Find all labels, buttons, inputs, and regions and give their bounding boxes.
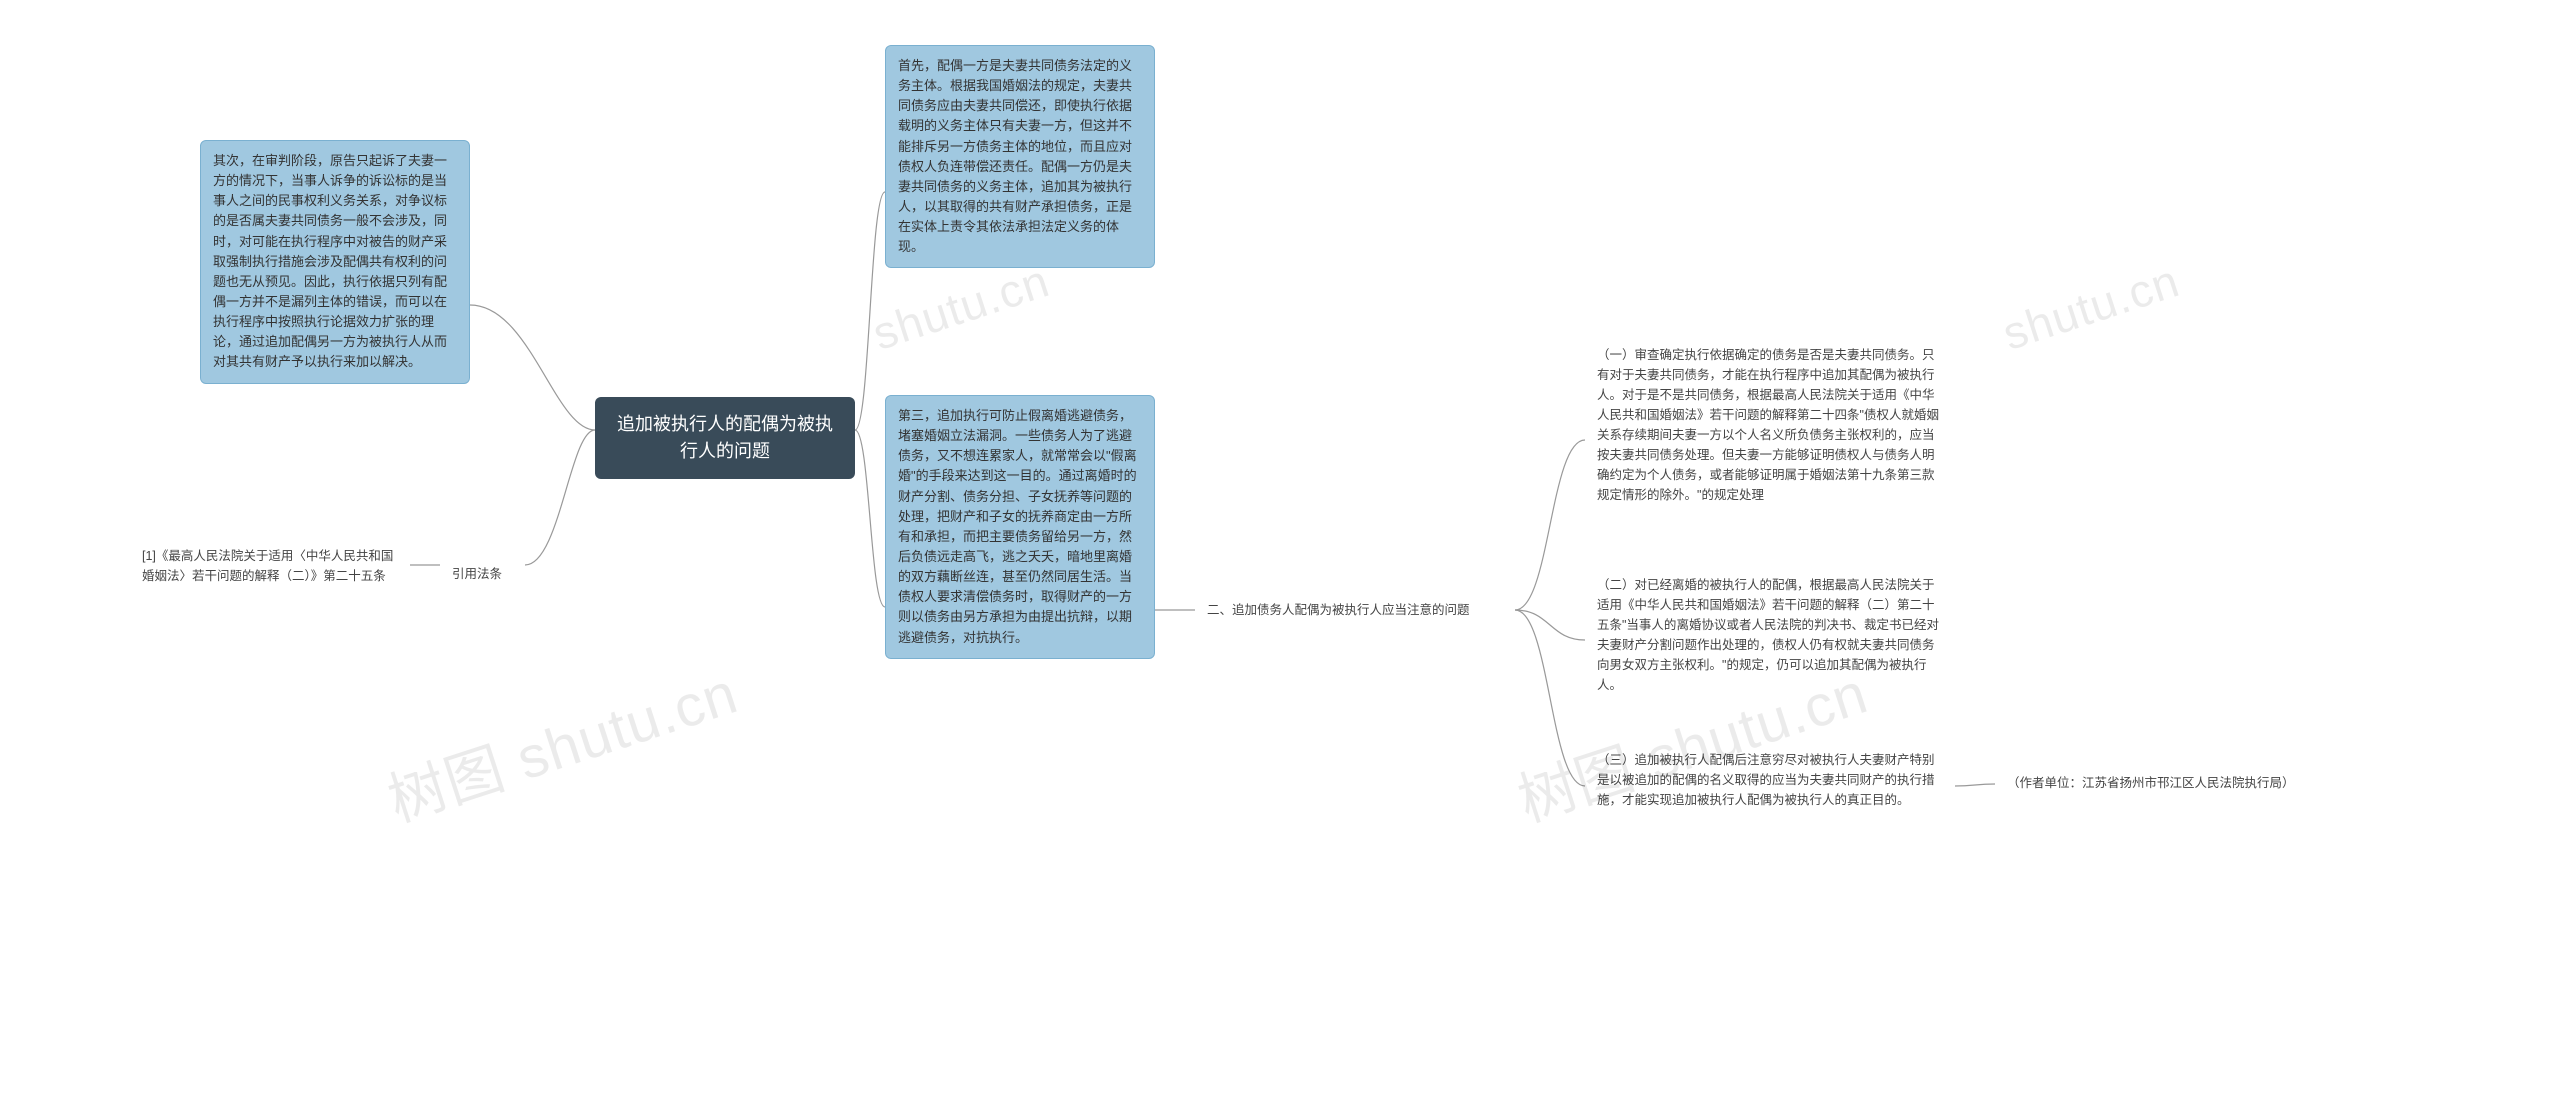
node-right-mid: 二、追加债务人配偶为被执行人应当注意的问题 [1195,590,1515,630]
central-node: 追加被执行人的配偶为被执行人的问题 [595,397,855,479]
node-right-block2: 第三，追加执行可防止假离婚逃避债务，堵塞婚姻立法漏洞。一些债务人为了逃避债务，又… [885,395,1155,659]
node-citation-label: 引用法条 [440,554,525,594]
watermark: 树图 shutu.cn [376,646,747,838]
watermark: shutu.cn [1996,253,2186,361]
node-far3: （三）追加被执行人配偶后注意穷尽对被执行人夫妻财产特别是以被追加的配偶的名义取得… [1585,740,1955,820]
watermark: shutu.cn [866,253,1056,361]
node-left-top: 其次，在审判阶段，原告只起诉了夫妻一方的情况下，当事人诉争的诉讼标的是当事人之间… [200,140,470,384]
node-far1: （一）审查确定执行依据确定的债务是否是夫妻共同债务。只有对于夫妻共同债务，才能在… [1585,335,1955,515]
node-citation-text: [1]《最高人民法院关于适用〈中华人民共和国婚姻法〉若干问题的解释（二）》第二十… [130,536,410,596]
node-far2: （二）对已经离婚的被执行人的配偶，根据最高人民法院关于适用《中华人民共和国婚姻法… [1585,565,1955,705]
node-author: （作者单位：江苏省扬州市邗江区人民法院执行局） [1995,763,2315,803]
node-right-block1: 首先，配偶一方是夫妻共同债务法定的义务主体。根据我国婚姻法的规定，夫妻共同债务应… [885,45,1155,268]
